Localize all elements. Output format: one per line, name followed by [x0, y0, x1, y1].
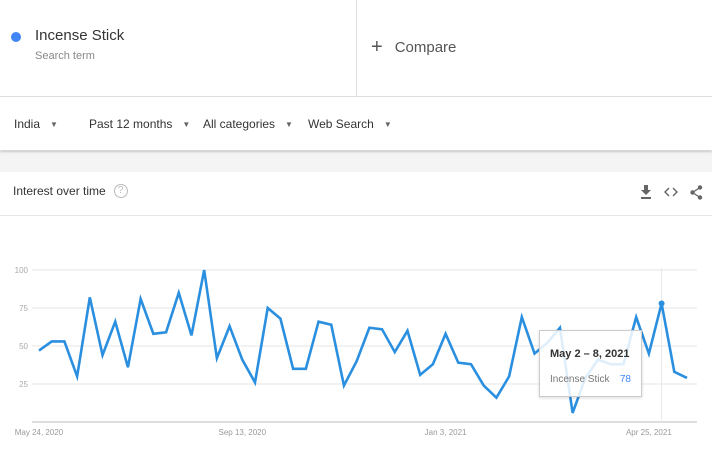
- x-tick-label: May 24, 2020: [15, 428, 64, 437]
- search-term-sublabel: Search term: [35, 50, 95, 62]
- x-tick-label: Apr 25, 2021: [626, 428, 672, 437]
- compare-button[interactable]: + Compare: [371, 37, 456, 57]
- filter-label: Web Search: [308, 117, 374, 131]
- x-tick-label: Jan 3, 2021: [425, 428, 467, 437]
- caret-down-icon: ▼: [182, 119, 191, 129]
- tooltip-series: Incense Stick: [550, 374, 610, 385]
- card-title: Interest over time: [13, 184, 106, 198]
- filter-time-range[interactable]: Past 12 months ▼: [89, 117, 190, 131]
- divider: [356, 0, 357, 97]
- filter-search-type[interactable]: Web Search ▼: [308, 117, 392, 131]
- caret-down-icon: ▼: [50, 119, 58, 129]
- caret-down-icon: ▼: [383, 119, 392, 129]
- filter-label: Past 12 months: [89, 117, 173, 131]
- interest-over-time-card: [0, 172, 712, 467]
- plus-icon: +: [371, 36, 383, 58]
- tooltip-value: 78: [619, 374, 631, 385]
- download-icon[interactable]: [640, 185, 652, 202]
- tooltip-date: May 2 – 8, 2021: [550, 348, 630, 360]
- card-header: Interest over time ?: [13, 184, 128, 198]
- series-color-dot: [11, 32, 21, 42]
- filter-category[interactable]: All categories ▼: [203, 117, 293, 131]
- y-tick-label: 75: [19, 304, 28, 313]
- separator-band: [0, 151, 712, 172]
- y-tick-label: 50: [19, 342, 28, 351]
- card-header-divider: [0, 215, 712, 216]
- filter-label: All categories: [203, 117, 276, 131]
- filter-label: India: [14, 117, 41, 131]
- share-icon[interactable]: [690, 185, 703, 203]
- filter-bar: India ▼ Past 12 months ▼ All categories ▼ W…: [0, 98, 712, 150]
- help-icon[interactable]: ?: [113, 184, 128, 198]
- y-tick-label: 25: [19, 380, 28, 389]
- highlighted-point: [658, 300, 665, 307]
- search-term-label[interactable]: Incense Stick: [35, 27, 125, 44]
- compare-label: Compare: [394, 38, 457, 56]
- caret-down-icon: ▼: [285, 119, 293, 129]
- filter-region[interactable]: India ▼: [14, 117, 58, 131]
- chart-tooltip: May 2 – 8, 2021 Incense Stick 78: [539, 330, 642, 397]
- embed-icon[interactable]: [664, 185, 678, 202]
- x-tick-label: Sep 13, 2020: [218, 428, 266, 437]
- y-tick-label: 100: [15, 266, 29, 275]
